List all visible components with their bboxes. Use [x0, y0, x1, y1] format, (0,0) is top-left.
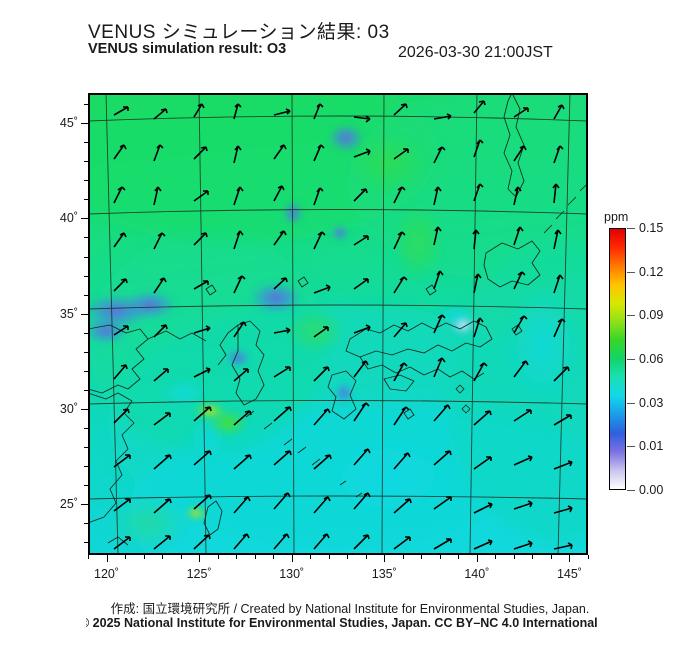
y-major-tick	[81, 123, 88, 125]
x-minor-tick	[143, 555, 145, 559]
y-minor-tick	[84, 446, 88, 448]
x-minor-tick	[365, 555, 367, 559]
x-major-tick	[384, 555, 386, 562]
x-major-tick	[291, 555, 293, 562]
y-minor-tick	[84, 541, 88, 543]
colorbar-unit-label: ppm	[604, 210, 629, 224]
x-minor-tick	[162, 555, 164, 559]
page-title-japanese: VENUS シミュレーション結果: 03	[88, 22, 390, 43]
y-minor-tick	[84, 370, 88, 372]
x-minor-tick	[495, 555, 497, 559]
y-axis-label: 25˚	[59, 496, 78, 511]
colorbar-tick-label: 0.01	[639, 439, 664, 454]
y-minor-tick	[84, 161, 88, 163]
colorbar	[609, 228, 626, 490]
y-axis-label: 45˚	[59, 116, 78, 131]
colorbar-tick	[627, 490, 635, 491]
x-minor-tick	[180, 555, 182, 559]
x-minor-tick	[217, 555, 219, 559]
x-minor-tick	[328, 555, 330, 559]
y-axis-label: 40˚	[59, 211, 78, 226]
x-axis-label: 135˚	[371, 567, 397, 581]
x-major-tick	[476, 555, 478, 562]
y-minor-tick	[84, 465, 88, 467]
y-major-tick	[81, 503, 88, 505]
x-major-tick	[569, 555, 571, 562]
x-minor-tick	[402, 555, 404, 559]
y-minor-tick	[84, 294, 88, 296]
y-axis-label: 30˚	[59, 401, 78, 416]
x-minor-tick	[532, 555, 534, 559]
timestamp-label: 2026-03-30 21:00JST	[398, 44, 553, 61]
y-minor-tick	[84, 275, 88, 277]
x-major-tick	[106, 555, 108, 562]
colorbar-tick-label: 0.12	[639, 264, 664, 279]
y-minor-tick	[84, 332, 88, 334]
y-major-tick	[81, 313, 88, 315]
y-minor-tick	[84, 237, 88, 239]
y-minor-tick	[84, 427, 88, 429]
x-minor-tick	[588, 555, 589, 559]
x-minor-tick	[513, 555, 515, 559]
colorbar-tick	[627, 359, 635, 360]
colorbar-tick-label: 0.03	[639, 395, 664, 410]
license-line: © 2025 National Institute for Environmen…	[86, 616, 598, 630]
x-minor-tick	[347, 555, 349, 559]
colorbar-gradient	[610, 229, 625, 489]
x-axis-label: 145˚	[556, 567, 582, 581]
colorbar-tick	[627, 446, 635, 448]
x-minor-tick	[236, 555, 238, 559]
x-axis-label: 125˚	[186, 567, 212, 581]
plot-border	[88, 93, 588, 555]
x-axis-label: 130˚	[279, 567, 305, 581]
license-line-clip: © 2025 National Institute for Environmen…	[86, 616, 700, 636]
y-minor-tick	[84, 389, 88, 391]
x-minor-tick	[550, 555, 552, 559]
page-title-english: VENUS simulation result: O3	[88, 41, 287, 57]
y-minor-tick	[84, 180, 88, 182]
x-minor-tick	[88, 555, 89, 559]
colorbar-tick-label: 0.06	[639, 352, 664, 366]
y-minor-tick	[84, 484, 88, 486]
colorbar-tick-label: 0.15	[639, 221, 664, 235]
x-minor-tick	[421, 555, 423, 559]
colorbar-tick	[627, 271, 635, 273]
coastlines	[88, 93, 587, 546]
colorbar-tick-label: 0.09	[639, 308, 664, 323]
colorbar-tick	[627, 402, 635, 404]
y-minor-tick	[84, 522, 88, 524]
x-axis-label: 140˚	[464, 567, 490, 581]
x-minor-tick	[254, 555, 256, 559]
y-major-tick	[81, 218, 88, 220]
x-minor-tick	[310, 555, 312, 559]
y-minor-tick	[84, 256, 88, 258]
colorbar-tick	[627, 228, 635, 229]
x-major-tick	[199, 555, 201, 562]
x-minor-tick	[458, 555, 460, 559]
colorbar-tick-label: 0.00	[639, 483, 664, 497]
colorbar-tick	[627, 315, 635, 317]
y-minor-tick	[84, 142, 88, 144]
credit-line: 作成: 国立環境研究所 / Created by National Instit…	[110, 602, 590, 616]
x-minor-tick	[125, 555, 127, 559]
wind-vectors	[113, 100, 573, 550]
x-minor-tick	[439, 555, 441, 559]
y-minor-tick	[84, 351, 88, 353]
y-minor-tick	[84, 199, 88, 201]
ozone-concentration-field	[88, 93, 588, 555]
y-axis-label: 35˚	[59, 306, 78, 321]
y-minor-tick	[84, 104, 88, 106]
y-major-tick	[81, 408, 88, 410]
x-minor-tick	[273, 555, 275, 559]
graticule-lines	[88, 93, 588, 555]
map-plot-area	[88, 93, 588, 555]
x-axis-label: 120˚	[94, 567, 120, 581]
